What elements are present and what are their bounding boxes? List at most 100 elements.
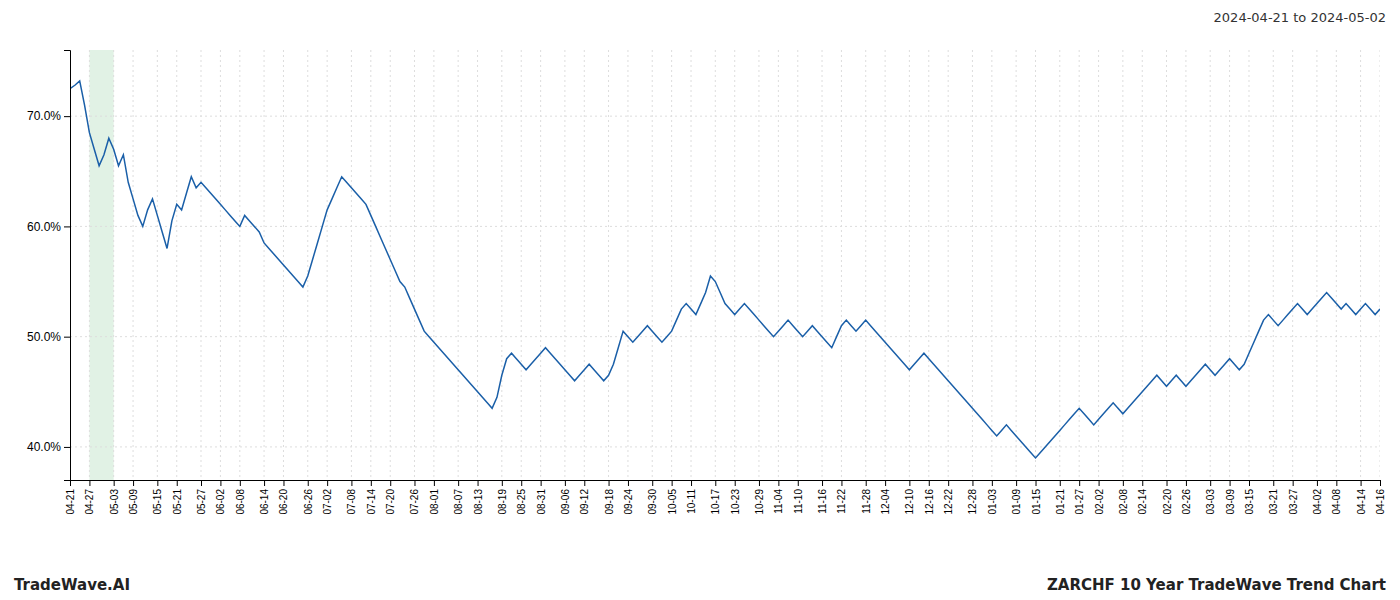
y-axis-line: [64, 51, 71, 481]
grid-line-y: [70, 116, 1380, 117]
y-axis: 40.0%50.0%60.0%70.0%: [27, 51, 71, 481]
x-tick-label: 03-15: [1244, 489, 1255, 515]
x-tick: 12-22: [943, 480, 954, 515]
x-tick-label: 03-09: [1225, 489, 1236, 515]
chart-svg: 04-2104-2705-0305-0905-1505-2105-2706-02…: [0, 0, 1400, 600]
x-tick-label: 12-28: [967, 489, 978, 515]
x-tick-label: 06-26: [303, 489, 314, 515]
x-tick-mark: [866, 480, 867, 486]
x-tick-mark: [521, 480, 522, 486]
x-tick-mark: [672, 480, 673, 486]
x-tick-mark: [1317, 480, 1318, 486]
x-tick-label: 09-12: [579, 489, 590, 515]
grid-line-x: [220, 50, 221, 480]
x-tick: 12-16: [924, 480, 935, 515]
x-tick-label: 06-08: [235, 489, 246, 515]
x-tick: 05-27: [196, 480, 207, 515]
grid-line-x: [1166, 50, 1167, 480]
grid-line-x: [1079, 50, 1080, 480]
x-tick-mark: [177, 480, 178, 486]
x-tick-label: 10-05: [667, 489, 678, 515]
x-tick-mark: [1249, 480, 1250, 486]
x-tick-mark: [1123, 480, 1124, 486]
x-tick-mark: [283, 480, 284, 486]
x-tick-mark: [992, 480, 993, 486]
x-tick: 12-04: [880, 480, 891, 515]
x-tick-label: 03-03: [1205, 489, 1216, 515]
y-tick: 70.0%: [27, 109, 70, 123]
grid-line-x: [885, 50, 886, 480]
grid-line-x: [113, 50, 114, 480]
x-tick: 09-18: [604, 480, 615, 515]
x-tick: 04-27: [84, 480, 95, 515]
x-tick-mark: [1230, 480, 1231, 486]
grid-line-x: [201, 50, 202, 480]
grid-line-x: [948, 50, 949, 480]
x-tick-label: 03-27: [1288, 489, 1299, 515]
x-tick-mark: [240, 480, 241, 486]
x-tick: 07-20: [385, 480, 396, 515]
x-tick-mark: [841, 480, 842, 486]
x-tick-mark: [541, 480, 542, 486]
x-tick: 10-29: [754, 480, 765, 515]
x-tick-label: 08-07: [453, 489, 464, 515]
grid-line-x: [1316, 50, 1317, 480]
x-tick: 05-15: [152, 480, 163, 515]
y-tick: 50.0%: [27, 330, 70, 344]
x-tick-mark: [909, 480, 910, 486]
x-tick: 05-21: [172, 480, 183, 515]
grid-line-x: [264, 50, 265, 480]
x-tick-mark: [1380, 480, 1381, 486]
x-tick-mark: [798, 480, 799, 486]
y-tick-label: 60.0%: [27, 220, 61, 234]
x-tick: 08-07: [453, 480, 464, 515]
x-tick-mark: [1186, 480, 1187, 486]
x-tick-mark: [948, 480, 949, 486]
marks: [70, 50, 1380, 480]
grid-line-x: [715, 50, 716, 480]
x-tick-label: 10-17: [710, 489, 721, 515]
grid-line-x: [1210, 50, 1211, 480]
plot-area: 04-2104-2705-0305-0905-1505-2105-2706-02…: [27, 50, 1386, 515]
x-tick-label: 02-20: [1162, 489, 1173, 515]
x-tick: 01-15: [1031, 480, 1042, 515]
x-tick-label: 11-10: [793, 489, 804, 514]
grid-line-x: [1229, 50, 1230, 480]
grid-line-x: [758, 50, 759, 480]
x-tick: 07-14: [366, 480, 377, 515]
x-tick-label: 05-15: [152, 489, 163, 515]
x-tick-label: 02-14: [1137, 489, 1148, 515]
grid-line-x: [390, 50, 391, 480]
grid-line-x: [1360, 50, 1361, 480]
grid-line-x: [909, 50, 910, 480]
x-tick-label: 08-13: [473, 489, 484, 515]
x-tick: 09-06: [560, 480, 571, 515]
x-tick-label: 01-09: [1011, 489, 1022, 515]
grid-line-y: [70, 446, 1380, 447]
x-tick-mark: [691, 480, 692, 486]
grid-line-x: [928, 50, 929, 480]
grid-line-x: [1059, 50, 1060, 480]
x-tick-label: 04-14: [1356, 489, 1367, 515]
x-tick: 04-02: [1312, 480, 1323, 515]
x-tick-mark: [652, 480, 653, 486]
x-tick-label: 12-22: [943, 489, 954, 515]
x-tick: 02-20: [1162, 480, 1173, 515]
x-tick-mark: [434, 480, 435, 486]
grid-line-x: [239, 50, 240, 480]
x-tick: 04-16: [1375, 480, 1386, 515]
x-tick: 02-26: [1181, 480, 1192, 515]
x-tick: 03-15: [1244, 480, 1255, 515]
x-tick: 01-21: [1055, 480, 1066, 515]
subtitle: 2024-04-21 to 2024-05-02: [1214, 10, 1386, 25]
x-tick: 06-26: [303, 480, 314, 515]
x-tick-mark: [1036, 480, 1037, 486]
x-tick-label: 04-16: [1375, 489, 1386, 515]
x-tick-label: 11-16: [817, 489, 828, 514]
x-tick-mark: [1167, 480, 1168, 486]
x-tick-mark: [885, 480, 886, 486]
grid-line-x: [157, 50, 158, 480]
x-tick: 12-28: [967, 480, 978, 515]
x-tick: 11-22: [836, 480, 847, 514]
y-tick-mark: [64, 226, 70, 227]
